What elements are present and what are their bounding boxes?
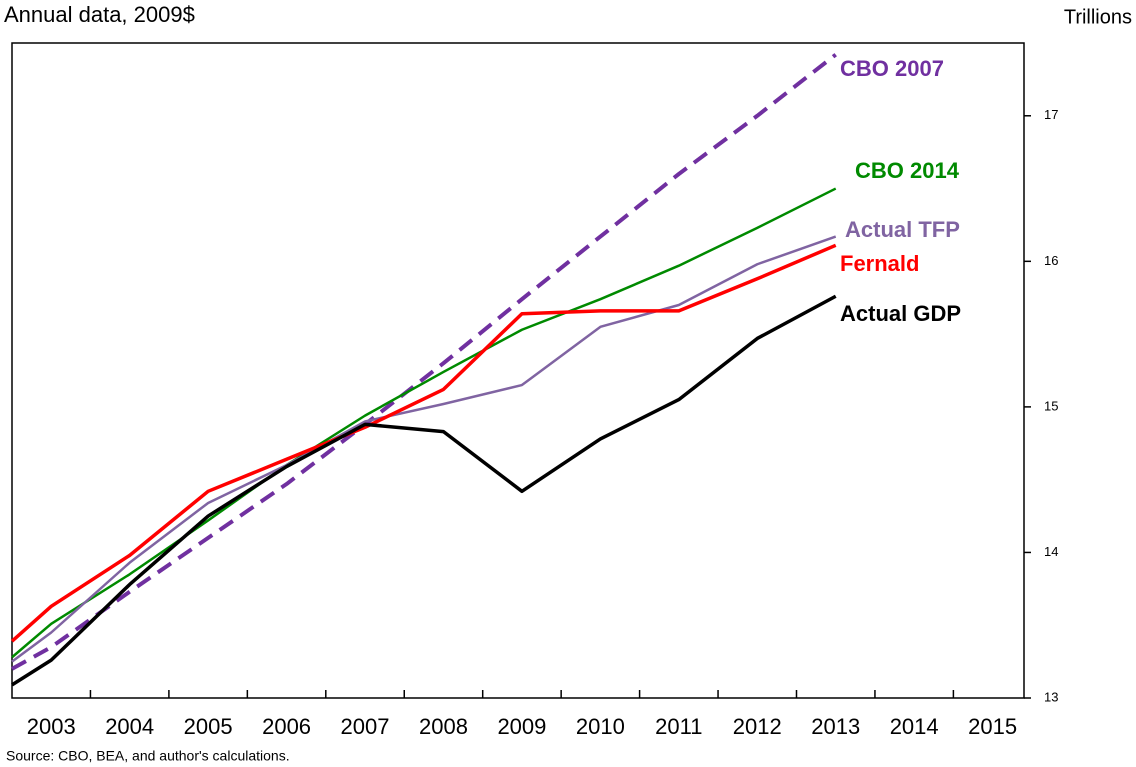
x-tick-label: 2015 xyxy=(968,714,1017,739)
y-tick-label: 16 xyxy=(1044,253,1058,268)
x-tick-label: 2008 xyxy=(419,714,468,739)
y-tick-label: 15 xyxy=(1044,398,1058,413)
series-label: Fernald xyxy=(840,251,919,276)
series-line xyxy=(11,294,837,687)
series-label: Actual TFP xyxy=(845,217,960,242)
series-label: CBO 2007 xyxy=(840,56,944,81)
y-axis-label: Trillions xyxy=(1064,6,1132,28)
y-tick-label: 13 xyxy=(1044,689,1058,704)
series-line xyxy=(11,187,837,659)
series-line xyxy=(11,53,837,671)
plot-frame xyxy=(11,42,1025,699)
x-tick-label: 2006 xyxy=(262,714,311,739)
x-tick-label: 2011 xyxy=(655,714,702,739)
y-tick-label: 17 xyxy=(1044,107,1058,122)
x-tick-label: 2009 xyxy=(497,714,546,739)
series-label: Actual GDP xyxy=(840,301,961,326)
x-tick-label: 2004 xyxy=(105,714,154,739)
y-tick-label: 14 xyxy=(1044,544,1058,559)
series-label: CBO 2014 xyxy=(855,158,960,183)
x-tick-label: 2012 xyxy=(733,714,782,739)
x-tick-label: 2014 xyxy=(890,714,939,739)
x-tick-label: 2013 xyxy=(811,714,860,739)
series-line xyxy=(11,235,837,663)
x-tick-label: 2005 xyxy=(184,714,233,739)
x-tick-label: 2007 xyxy=(341,714,390,739)
chart-title: Annual data, 2009$ xyxy=(4,2,195,27)
x-tick-label: 2003 xyxy=(27,714,76,739)
x-tick-label: 2010 xyxy=(576,714,625,739)
source-note: Source: CBO, BEA, and author's calculati… xyxy=(6,748,290,764)
series-line xyxy=(10,243,837,643)
